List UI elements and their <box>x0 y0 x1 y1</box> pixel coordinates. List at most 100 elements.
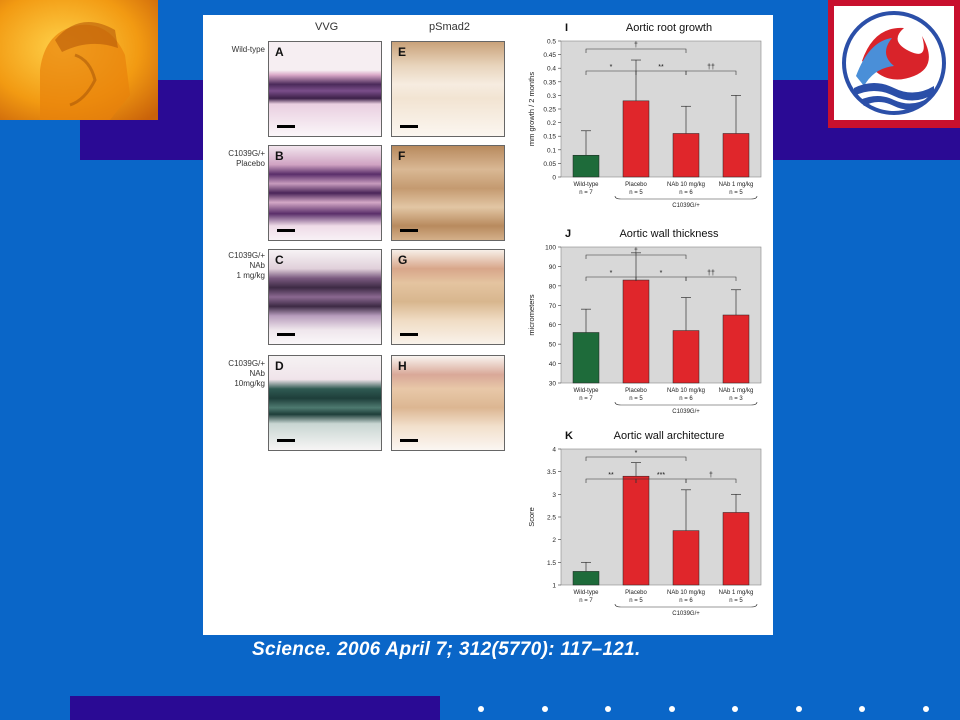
x-tick-label: n = 5 <box>629 598 643 604</box>
x-tick-label: NAb 10 mg/kg <box>667 388 705 394</box>
decor-dot <box>859 706 865 712</box>
vvg-panel-b: B <box>268 145 382 241</box>
psmad2-panel-e: E <box>391 41 505 137</box>
research-figure: VVG pSmad2 Wild-type C1039G/+ Placebo C1… <box>203 15 773 635</box>
group-brace <box>614 195 758 200</box>
x-tick-label: n = 5 <box>629 190 643 196</box>
waves-flame-logo <box>828 0 960 128</box>
x-tick-label: NAb 10 mg/kg <box>667 182 705 188</box>
bar <box>672 330 700 384</box>
panel-letter-d: D <box>275 359 284 373</box>
x-tick-label: NAb 1 mg/kg <box>719 182 754 188</box>
group-label: C1039G/+ <box>672 203 700 209</box>
x-tick-label: Placebo <box>625 388 647 394</box>
y-tick-label: 0.45 <box>543 52 556 59</box>
scale-bar <box>277 229 295 232</box>
column-header-psmad2: pSmad2 <box>429 21 470 33</box>
row-label-nab-1mg: C1039G/+ NAb 1 mg/kg <box>228 251 265 280</box>
y-tick-label: 0.3 <box>547 93 556 100</box>
group-brace <box>614 401 758 406</box>
y-tick-label: 0.5 <box>547 39 556 46</box>
y-tick-label: 30 <box>549 381 557 388</box>
y-tick-label: 0.05 <box>543 161 556 168</box>
y-tick-label: 3.5 <box>547 469 556 476</box>
panel-letter-g: G <box>398 253 408 267</box>
row-label-nab-10mg: C1039G/+ NAb 10mg/kg <box>228 359 265 388</box>
x-tick-label: Wild-type <box>573 388 599 394</box>
bar <box>572 332 600 384</box>
row-label-wildtype: Wild-type <box>231 45 265 54</box>
bar <box>622 279 650 384</box>
significance-marker: * <box>660 270 663 277</box>
decor-dot <box>668 706 675 712</box>
decor-dot <box>922 706 929 712</box>
significance-bracket <box>685 70 737 75</box>
bar-chart-svg: J Aortic wall thickness 30 40 50 60 70 80 90 100 m… <box>527 228 762 415</box>
chart-title: Aortic root growth <box>626 22 712 34</box>
bar <box>572 571 600 586</box>
significance-bracket <box>685 478 737 483</box>
x-tick-label: Placebo <box>625 182 647 188</box>
significance-marker: ** <box>658 64 664 71</box>
y-tick-label: 90 <box>549 264 557 271</box>
chart-panel-j: J Aortic wall thickness 30 40 50 60 70 80 90 100 m… <box>525 223 767 423</box>
y-tick-label: 2.5 <box>547 515 556 522</box>
bar-chart-svg: I Aortic root growth 0 0.05 0.1 0.15 0.2 0.25 0.… <box>527 22 762 209</box>
x-tick-label: Wild-type <box>573 182 599 188</box>
scale-bar <box>277 439 295 442</box>
panel-letter: I <box>565 22 568 34</box>
bar <box>622 475 650 586</box>
y-axis-label: mm growth / 2 months <box>527 72 536 146</box>
y-tick-label: 1.5 <box>547 560 556 567</box>
psmad2-panel-g: G <box>391 249 505 345</box>
y-tick-label: 60 <box>549 322 557 329</box>
chart-title: Aortic wall thickness <box>619 228 719 240</box>
bottom-dot-row <box>470 700 950 720</box>
y-tick-label: 2 <box>552 537 556 544</box>
vvg-panel-a: A <box>268 41 382 137</box>
decor-dot <box>478 706 484 712</box>
x-tick-label: n = 6 <box>679 396 693 402</box>
x-tick-label: NAb 1 mg/kg <box>719 590 754 596</box>
helmet-statue-logo <box>0 0 158 120</box>
significance-bracket <box>685 276 737 281</box>
x-tick-label: Wild-type <box>573 590 599 596</box>
y-axis-label: micrometers <box>527 294 536 336</box>
panel-letter: K <box>565 430 573 442</box>
y-tick-label: 80 <box>549 283 557 290</box>
bar <box>572 154 600 178</box>
y-tick-label: 40 <box>549 361 557 368</box>
significance-bracket <box>585 254 687 259</box>
scale-bar <box>400 333 418 336</box>
y-tick-label: 0.4 <box>547 66 556 73</box>
significance-marker: †† <box>707 270 715 277</box>
vvg-panel-c: C <box>268 249 382 345</box>
y-tick-label: 0 <box>552 175 556 182</box>
y-axis-label: Score <box>527 507 536 527</box>
panel-letter-f: F <box>398 149 406 163</box>
bar <box>722 133 750 178</box>
significance-marker: *** <box>657 472 665 479</box>
group-brace <box>614 603 758 608</box>
vvg-panel-d: D <box>268 355 382 451</box>
panel-letter-h: H <box>398 359 407 373</box>
group-label: C1039G/+ <box>672 611 700 617</box>
y-tick-label: 50 <box>549 342 557 349</box>
x-tick-label: n = 5 <box>629 396 643 402</box>
y-tick-label: 1 <box>552 583 556 590</box>
column-header-vvg: VVG <box>315 21 339 33</box>
significance-bracket <box>585 456 687 461</box>
row-label-placebo: C1039G/+ Placebo <box>228 149 265 168</box>
significance-marker: † <box>634 248 638 255</box>
x-tick-label: n = 6 <box>679 598 693 604</box>
bar <box>622 100 650 178</box>
group-label: C1039G/+ <box>672 409 700 415</box>
bar <box>722 314 750 384</box>
chart-panel-k: K Aortic wall architecture 1 1.5 2 2.5 3 3.5 4 Sc… <box>525 425 767 625</box>
x-tick-label: n = 7 <box>579 190 593 196</box>
x-tick-label: NAb 1 mg/kg <box>719 388 754 394</box>
significance-marker: * <box>610 270 613 277</box>
decor-dot <box>605 706 611 712</box>
bar <box>722 512 750 586</box>
decor-dot <box>541 706 548 712</box>
